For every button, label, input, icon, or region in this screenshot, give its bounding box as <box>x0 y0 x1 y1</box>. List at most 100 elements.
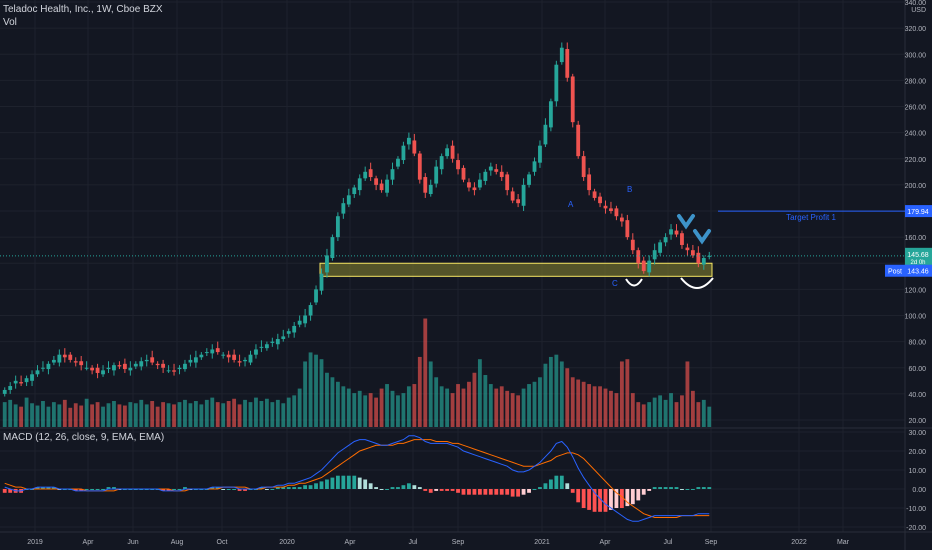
volume-bar <box>696 402 701 427</box>
macd-histogram-bar <box>510 489 515 497</box>
candle-body <box>554 64 559 102</box>
volume-bar <box>8 399 13 427</box>
candle-body <box>658 242 663 253</box>
down-arrow-icon <box>693 229 711 245</box>
volume-bar <box>254 397 258 427</box>
macd-histogram-bar <box>286 487 291 489</box>
macd-axis-tick: 20.00 <box>908 449 926 456</box>
volume-bar <box>576 379 581 427</box>
volume-label: Vol <box>3 17 17 28</box>
time-axis-label: Aug <box>171 539 184 546</box>
macd-histogram-bar <box>472 489 477 495</box>
time-axis-label: 2021 <box>534 539 550 546</box>
post-badge <box>885 264 905 277</box>
candle-body <box>538 145 542 163</box>
macd-histogram-bar <box>281 487 286 489</box>
candle-body <box>73 361 78 363</box>
macd-histogram-bar <box>423 489 428 491</box>
macd-histogram-bar <box>73 489 78 491</box>
candle-body <box>133 363 138 367</box>
volume-bar <box>330 377 335 427</box>
macd-histogram-bar <box>341 475 346 489</box>
macd-histogram-bar <box>177 489 182 490</box>
macd-histogram-bar <box>630 489 635 505</box>
candle-body <box>674 230 679 235</box>
macd-histogram-bar <box>554 475 559 489</box>
candle-body <box>90 367 95 371</box>
macd-histogram-bar <box>346 475 351 489</box>
macd-histogram-bar <box>270 489 275 490</box>
volume-bar <box>647 402 652 427</box>
macd-histogram-bar <box>319 481 324 489</box>
volume-bar <box>128 402 133 427</box>
price-axis-tick: 200.00 <box>905 183 927 190</box>
volume-bar <box>614 393 619 427</box>
volume-bar <box>183 399 187 427</box>
candle-body <box>325 255 329 273</box>
time-axis-label: 2022 <box>791 539 807 546</box>
macd-histogram-bar <box>243 489 247 491</box>
candle-body <box>363 171 368 179</box>
macd-histogram-bar <box>516 489 521 497</box>
time-axis-label: Mar <box>837 539 850 546</box>
macd-histogram-bar <box>625 489 630 507</box>
arrow-stroke <box>677 214 695 230</box>
bar-countdown: 2d 0h <box>910 260 925 266</box>
volume-bar <box>385 384 389 427</box>
price-axis-tick: 20.00 <box>908 418 926 425</box>
candle-body <box>19 382 24 384</box>
volume-bar <box>24 397 29 427</box>
candle-body <box>581 156 586 178</box>
candle-body <box>707 255 712 257</box>
candle-body <box>166 370 171 372</box>
volume-bar <box>68 407 73 427</box>
macd-histogram-bar <box>690 489 695 490</box>
time-axis-label: Oct <box>217 539 228 546</box>
macd-histogram-bar <box>84 489 89 490</box>
candle-body <box>275 339 280 345</box>
volume-bar <box>368 393 373 427</box>
price-candles[interactable] <box>2 42 712 397</box>
volume-bar <box>521 388 526 427</box>
volume-bar <box>90 404 95 427</box>
candle-body <box>210 349 215 354</box>
volume-bar <box>308 352 313 427</box>
macd-histogram-bar <box>488 489 493 495</box>
post-label: Post <box>888 269 902 276</box>
candle-body <box>527 174 531 185</box>
macd-histogram-bar <box>680 489 684 490</box>
macd-histogram-bar <box>406 483 411 489</box>
candle-body <box>24 378 29 383</box>
macd-axis-tick: -10.00 <box>906 506 926 513</box>
candle-body <box>543 124 548 145</box>
macd-histogram-bar <box>79 489 84 491</box>
candle-body <box>215 348 220 353</box>
macd-histogram-bar <box>505 489 510 495</box>
macd-histogram-bar <box>565 483 570 489</box>
post-price-badge <box>905 264 932 277</box>
macd-histogram-bar <box>701 487 706 489</box>
macd-histogram-bar <box>663 487 668 489</box>
candle-body <box>292 325 297 333</box>
volume-bar <box>297 388 302 427</box>
macd-histogram-bar <box>51 487 56 489</box>
candle-body <box>598 196 602 204</box>
candle-body <box>603 205 608 209</box>
macd-histogram-bar <box>570 489 575 493</box>
candle-body <box>188 359 193 363</box>
candle-body <box>696 252 701 264</box>
candle-body <box>308 305 313 316</box>
macd-histogram-bar <box>587 489 592 510</box>
candle-body <box>477 179 482 188</box>
volume-bar <box>161 402 166 427</box>
volume-bar <box>669 393 673 427</box>
volume-bar <box>396 395 400 427</box>
volume-bar <box>341 386 346 427</box>
macd-histogram-bar <box>461 489 466 495</box>
candle-body <box>532 161 537 172</box>
macd-histogram-bar <box>101 489 105 490</box>
candle-body <box>106 367 111 370</box>
macd-histogram-bar <box>456 489 460 493</box>
